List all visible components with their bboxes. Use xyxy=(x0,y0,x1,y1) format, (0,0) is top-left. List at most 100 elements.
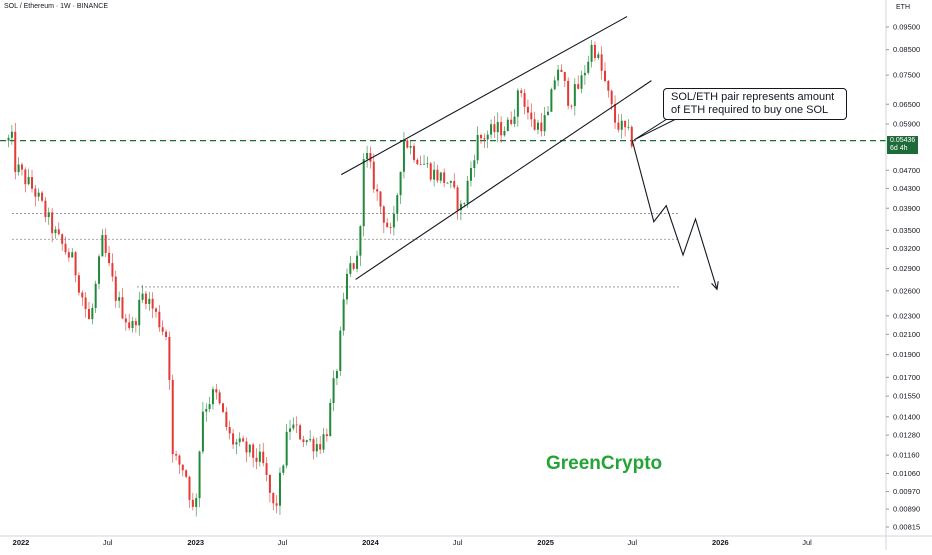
candle-body xyxy=(248,444,251,453)
candle-body xyxy=(577,84,580,89)
candle-body xyxy=(124,318,127,323)
candle-body xyxy=(108,252,111,264)
candle-body xyxy=(483,138,486,140)
candle-body xyxy=(104,234,107,253)
candle-body xyxy=(154,308,157,312)
candle-body xyxy=(255,457,258,462)
candle-body xyxy=(74,252,77,276)
y-tick-label: 0.01400 xyxy=(893,412,920,421)
candle-body xyxy=(41,192,44,201)
candle-body xyxy=(446,182,449,184)
candle-body xyxy=(215,389,218,393)
candle-body xyxy=(272,492,275,504)
candle-body xyxy=(228,427,231,434)
candle-body xyxy=(372,161,375,190)
candle-body xyxy=(44,200,47,218)
candle-body xyxy=(64,243,67,253)
candle-body xyxy=(302,439,305,443)
candle-body xyxy=(181,464,184,471)
candle-body xyxy=(245,441,248,453)
candle-body xyxy=(289,428,292,432)
bar-countdown: 6d 4h xyxy=(890,144,908,152)
candle-body xyxy=(607,81,610,91)
y-tick-label: 0.03200 xyxy=(893,244,920,253)
y-tick-label: 0.04300 xyxy=(893,184,920,193)
candle-body xyxy=(138,299,141,326)
candle-body xyxy=(369,153,372,162)
candle-body xyxy=(426,163,429,165)
projection-path xyxy=(631,118,719,291)
candle-body xyxy=(198,451,201,499)
candle-body xyxy=(332,378,335,404)
candle-body xyxy=(218,392,221,404)
candle-body xyxy=(238,438,241,443)
candle-body xyxy=(292,424,295,429)
candle-body xyxy=(469,168,472,181)
candle-body xyxy=(118,297,121,301)
candle-body xyxy=(376,189,379,192)
candle-body xyxy=(101,234,104,257)
candle-body xyxy=(54,229,57,234)
candle-body xyxy=(51,212,54,234)
candle-body xyxy=(570,105,573,107)
candle-body xyxy=(597,54,600,58)
candle-body xyxy=(235,442,238,445)
candle-body xyxy=(533,119,536,130)
candle-body xyxy=(165,331,168,337)
candle-body xyxy=(242,438,245,442)
x-tick-label: 2025 xyxy=(537,538,554,547)
candle-body xyxy=(171,379,174,455)
projection-arrowhead xyxy=(711,281,719,291)
candle-body xyxy=(77,275,80,293)
candle-body xyxy=(17,164,20,173)
candle-body xyxy=(175,454,178,456)
y-tick-label: 0.08500 xyxy=(893,45,920,54)
candle-body xyxy=(329,403,332,437)
candle-body xyxy=(503,130,506,136)
candle-body xyxy=(359,226,362,256)
candle-body xyxy=(131,321,134,329)
candle-body xyxy=(593,44,596,58)
candle-body xyxy=(158,311,161,328)
candle-body xyxy=(282,465,285,473)
candle-body xyxy=(208,404,211,409)
horizontal-levels xyxy=(0,140,886,288)
candle-body xyxy=(523,92,526,107)
candle-body xyxy=(225,411,228,428)
candle-body xyxy=(325,434,328,437)
y-tick-label: 0.00815 xyxy=(893,523,920,532)
candle-body xyxy=(339,330,342,372)
candle-body xyxy=(356,255,359,269)
y-tick-label: 0.07500 xyxy=(893,71,920,80)
candle-body xyxy=(443,172,446,183)
candle-body xyxy=(91,307,94,320)
candle-body xyxy=(590,44,593,62)
candle-body xyxy=(268,474,271,493)
last-price-value: 0.05436 xyxy=(890,136,916,144)
candle-body xyxy=(379,191,382,207)
candle-body xyxy=(624,120,627,128)
candle-body xyxy=(449,181,452,183)
candle-body xyxy=(151,298,154,309)
candle-body xyxy=(349,263,352,274)
candle-body xyxy=(563,71,566,81)
candle-body xyxy=(399,171,402,196)
y-tick-label: 0.00890 xyxy=(893,505,920,514)
candle-body xyxy=(128,322,131,329)
y-tick-label: 0.02600 xyxy=(893,286,920,295)
candle-body xyxy=(278,472,281,506)
candle-body xyxy=(429,163,432,180)
candle-body xyxy=(392,213,395,228)
candle-body xyxy=(362,159,365,227)
candle-body xyxy=(614,104,617,123)
candle-body xyxy=(603,70,606,82)
candle-body xyxy=(345,273,348,300)
candle-body xyxy=(439,172,442,181)
candle-body xyxy=(252,444,255,458)
candle-body xyxy=(506,119,509,131)
candle-body xyxy=(416,159,419,165)
candle-body xyxy=(486,134,489,140)
candle-body xyxy=(530,112,533,120)
